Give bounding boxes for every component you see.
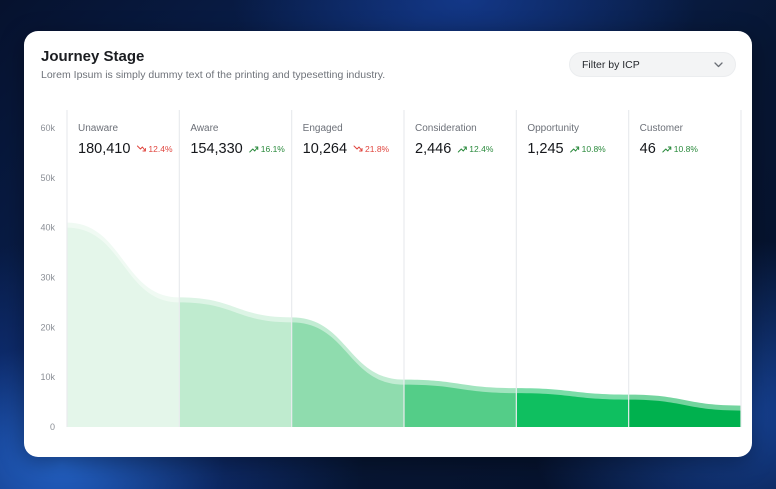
stage-change: 10.8% (582, 144, 607, 154)
trend-up-icon (457, 146, 467, 153)
stage-value: 46 (640, 141, 656, 157)
y-tick-label: 60k (40, 123, 55, 133)
stage-name: Aware (190, 123, 219, 134)
stage-area-opportunity (516, 227, 630, 427)
y-tick-label: 10k (40, 372, 55, 382)
stage-value: 10,264 (303, 141, 347, 157)
y-tick-label: 20k (40, 322, 55, 332)
stage-name: Unaware (78, 123, 118, 134)
stage-area-band (516, 222, 630, 427)
y-tick-label: 50k (40, 173, 55, 183)
stage-name: Engaged (303, 123, 343, 134)
stage-name: Consideration (415, 123, 477, 134)
filter-label: Filter by ICP (582, 58, 640, 71)
trend-up-icon (662, 146, 672, 153)
trend-down-icon (136, 145, 146, 152)
journey-stage-chart: 0 10k 20k 30k 40k 50k 60k Unaware 180,410 12.4% Aw… (40, 110, 742, 432)
stage-change: 12.4% (148, 144, 173, 154)
stage-change: 12.4% (469, 144, 494, 154)
trend-up-icon (570, 146, 580, 153)
stage-change: 10.8% (674, 144, 699, 154)
y-tick-label: 0 (50, 422, 55, 432)
stage-area-customer (628, 227, 741, 427)
chevron-down-icon (713, 60, 723, 70)
stage-area-band (628, 222, 741, 427)
stage-change: 16.1% (261, 144, 286, 154)
trend-up-icon (249, 146, 259, 153)
stage-area-unaware (67, 227, 180, 427)
stage-value: 180,410 (78, 141, 130, 157)
card-subtitle: Lorem Ipsum is simply dummy text of the … (41, 69, 386, 81)
card-title: Journey Stage (41, 48, 145, 65)
stage-name: Customer (640, 123, 684, 134)
y-tick-label: 40k (40, 223, 55, 233)
journey-stage-card: Journey Stage Lorem Ipsum is simply dumm… (24, 31, 752, 457)
stage-value: 1,245 (527, 141, 563, 157)
stage-name: Opportunity (527, 123, 579, 134)
filter-by-icp-dropdown[interactable]: Filter by ICP (569, 52, 736, 77)
stage-change: 21.8% (365, 144, 390, 154)
y-tick-label: 30k (40, 273, 55, 283)
stage-area-aware (179, 227, 293, 427)
stage-value: 2,446 (415, 141, 451, 157)
trend-down-icon (353, 145, 363, 152)
stage-area-band (404, 222, 517, 427)
stage-value: 154,330 (190, 141, 242, 157)
